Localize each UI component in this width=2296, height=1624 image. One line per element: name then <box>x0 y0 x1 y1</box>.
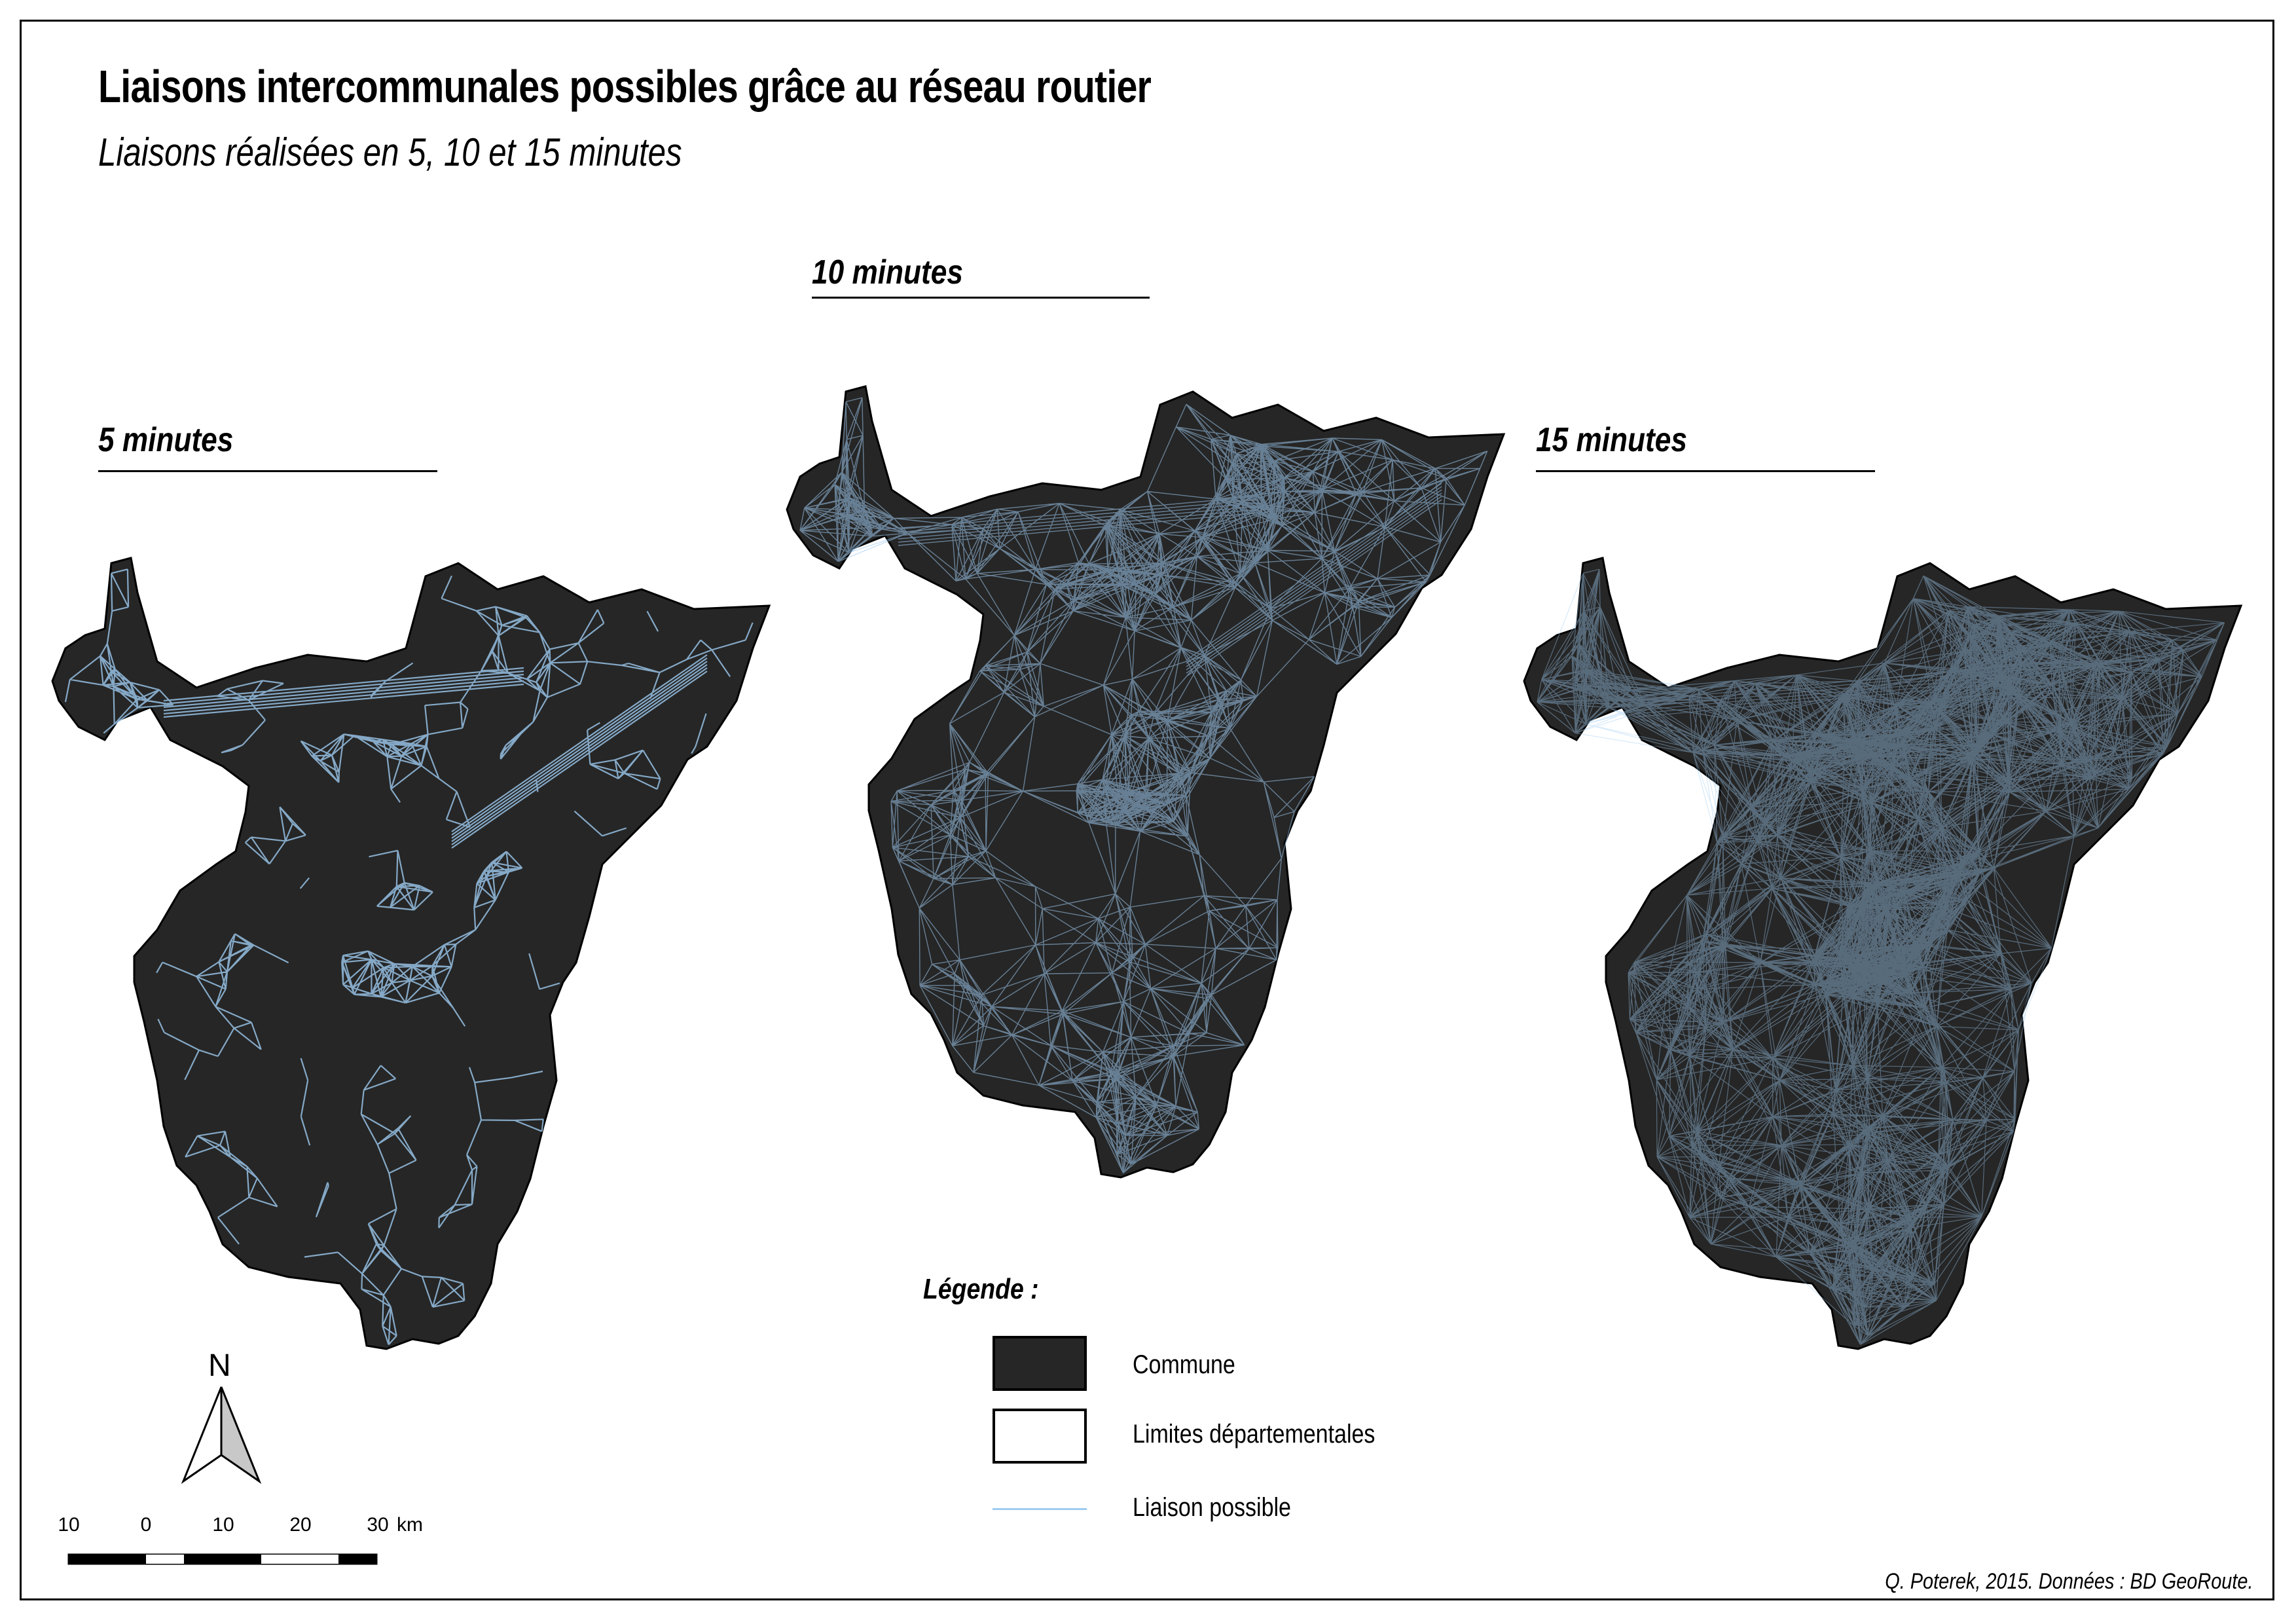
panel-title-15min: 15 minutes <box>1536 421 1687 459</box>
scale-segment <box>338 1555 376 1564</box>
scale-tick-label: 10 <box>212 1514 234 1536</box>
legend-swatch-limites <box>993 1409 1087 1464</box>
map-10-minutes <box>786 385 1505 1179</box>
panel-underline-15min <box>1536 470 1875 472</box>
credit-text: Q. Poterek, 2015. Données : BD GeoRoute. <box>1884 1569 2253 1594</box>
maps-group <box>51 385 2242 1350</box>
map-frame <box>20 20 2274 1600</box>
legend-label-limites: Limites départementales <box>1133 1420 1376 1449</box>
scale-unit: km <box>397 1514 423 1536</box>
legend-title: Légende : <box>923 1273 1039 1305</box>
map-15-minutes <box>1523 557 2242 1350</box>
scale-segment <box>146 1555 184 1564</box>
panel-underline-10min <box>812 297 1150 299</box>
legend-label-commune: Commune <box>1133 1350 1235 1379</box>
liaison-network <box>1537 568 2225 1345</box>
panel-underline-5min <box>98 470 437 472</box>
scale-segment <box>69 1555 146 1564</box>
north-label: N <box>208 1348 231 1383</box>
scale-tick-label: 10 <box>58 1514 80 1536</box>
liaison-network <box>799 397 1488 1173</box>
north-arrow <box>181 1386 262 1485</box>
map-title: Liaisons intercommunales possibles grâce… <box>98 61 1152 112</box>
north-arrow-right <box>220 1386 262 1485</box>
legend-label-liaison: Liaison possible <box>1133 1493 1291 1522</box>
region-shape <box>51 557 771 1350</box>
legend-swatch-liaison <box>993 1508 1087 1510</box>
scale-tick-label: 20 <box>289 1514 312 1536</box>
panel-title-10min: 10 minutes <box>812 253 963 291</box>
scale-segment <box>184 1555 261 1564</box>
scale-bar <box>67 1553 378 1565</box>
panel-title-5min: 5 minutes <box>98 421 234 459</box>
map-subtitle: Liaisons réalisées en 5, 10 et 15 minute… <box>98 130 682 174</box>
liaison-network <box>64 568 754 1346</box>
region-shape <box>786 385 1505 1179</box>
scale-tick-label: 0 <box>140 1514 152 1536</box>
map-5-minutes <box>51 557 771 1350</box>
scale-tick-label: 30 <box>367 1514 389 1536</box>
legend-swatch-commune <box>993 1336 1087 1391</box>
scale-segment <box>261 1555 338 1564</box>
north-arrow-left <box>181 1386 223 1485</box>
